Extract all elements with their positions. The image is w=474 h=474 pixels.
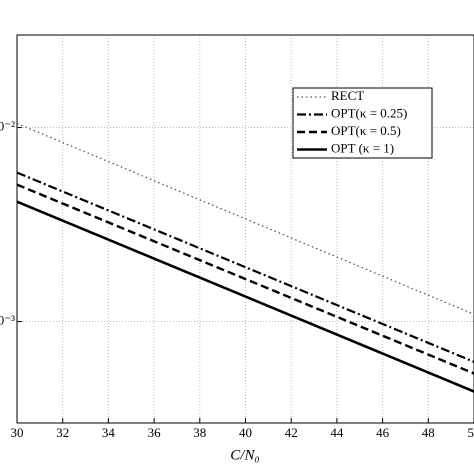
x-tick-label: 50 [468,425,474,440]
series-line [16,200,474,393]
x-tick-label: 30 [11,425,24,440]
legend-label: OPT(κ = 0.5) [331,123,401,138]
y-tick-label: 10⁻³ [0,313,15,328]
x-tick-label: 44 [330,425,344,440]
x-axis-label: C/N₀ [230,447,259,463]
x-tick-label: 40 [239,425,252,440]
legend-label: OPT(κ = 0.25) [331,105,407,120]
x-tick-label: 36 [148,425,162,440]
series-line [16,122,474,315]
x-tick-label: 42 [285,425,298,440]
x-tick-label: 34 [102,425,116,440]
x-tick-label: 32 [56,425,69,440]
legend-box [292,87,433,159]
y-tick-label: 10⁻² [0,119,15,134]
legend-label: OPT (κ = 1) [331,140,394,155]
plot-frame [16,34,474,424]
series-line [16,171,474,363]
x-tick-label: 48 [422,425,435,440]
series-line [16,183,474,375]
x-tick-label: 46 [376,425,390,440]
x-tick-label: 38 [193,425,206,440]
legend-label: RECT [331,88,364,103]
